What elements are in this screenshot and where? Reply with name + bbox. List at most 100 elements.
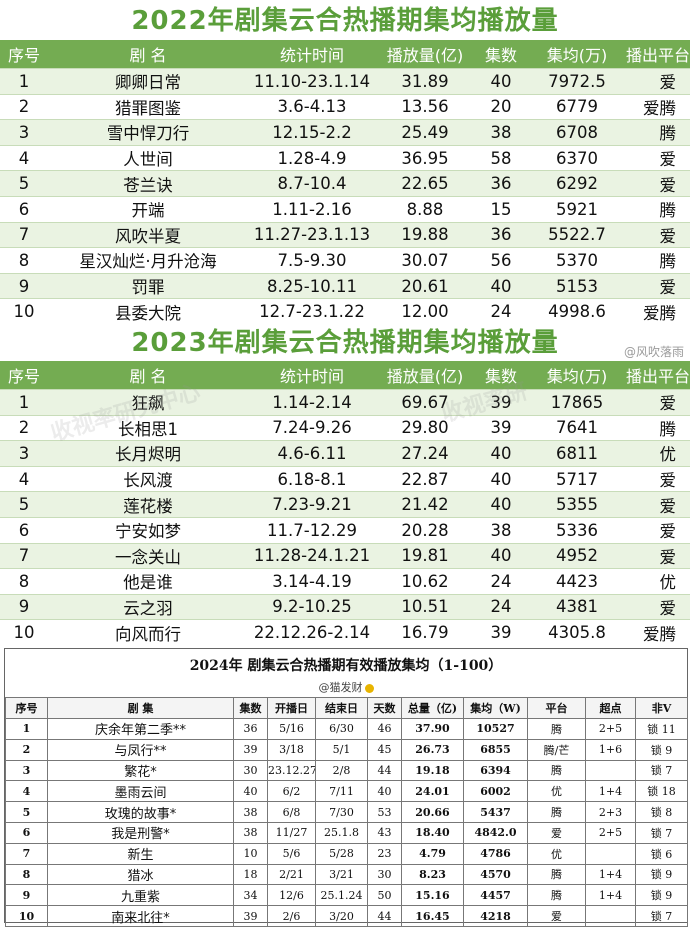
column-header: 集数 — [474, 40, 528, 69]
table-cell: 22.65 — [376, 170, 474, 197]
table-cell: 4218 — [463, 905, 528, 927]
table-cell: 锁 9 — [635, 884, 688, 907]
table-cell: 43 — [367, 821, 402, 844]
table-cell: 19.88 — [376, 221, 474, 248]
column-header: 播放量(亿) — [376, 360, 474, 390]
table-cell: 8.23 — [401, 863, 464, 886]
table-cell: 31.89 — [376, 68, 474, 95]
table-cell: 5370 — [528, 247, 626, 274]
table-row: 9 九重紫 34 12/6 25.1.24 50 15.16 4457 腾 1+4 锁 9 — [5, 884, 688, 907]
table-cell: 开端 — [48, 195, 248, 223]
table-2022: 序号剧 名统计时间 播放量(亿) 集数 集均(万) 播出平台 1 卿卿日常 11.10-23… — [0, 40, 690, 324]
credit-2024-text: @猫发财 — [318, 681, 363, 694]
table-cell: 爱 — [626, 491, 690, 518]
table-cell: 他是谁 — [48, 568, 248, 595]
table-cell: 4305.8 — [528, 619, 626, 645]
table-row: 2 猎罪图鉴 3.6-4.13 13.56 20 6779 爱腾 — [0, 93, 690, 120]
table-row: 10 向风而行 22.12.26-2.14 16.79 39 4305.8 爱腾 — [0, 619, 690, 645]
table-cell: 墨雨云间 — [47, 780, 234, 803]
table-cell: 锁 18 — [635, 780, 688, 803]
table-cell: 优 — [626, 440, 690, 467]
table-cell: 5717 — [528, 465, 626, 492]
column-header: 剧 集 — [47, 697, 234, 719]
table-cell: 6/2 — [267, 780, 316, 803]
table-cell: 6779 — [528, 93, 626, 120]
table-cell: 10 — [0, 298, 48, 324]
table-cell: 锁 9 — [635, 863, 688, 886]
table-cell: 10 — [0, 619, 48, 645]
table-cell: 53 — [367, 801, 402, 823]
table-cell: 爱 — [626, 388, 690, 416]
table-row: 1 庆余年第二季** 36 5/16 6/30 46 37.90 10527 腾 2+5 锁 11 — [5, 718, 688, 740]
table-cell: 30.07 — [376, 247, 474, 274]
table-cell: 3/18 — [267, 738, 316, 761]
table-cell: 36 — [233, 718, 268, 740]
table-row: 7 一念关山 11.28-24.1.21 19.81 40 4952 爱 — [0, 542, 690, 569]
table-2024-panel: 2024年 剧集云合热播期有效播放集均（1-100） @猫发财 序号剧 集集数开… — [4, 648, 688, 927]
column-header: 集均(万) — [528, 360, 626, 390]
table-cell: 39 — [474, 619, 528, 645]
table-cell: 锁 6 — [635, 842, 688, 865]
table-row: 5 玫瑰的故事* 38 6/8 7/30 53 20.66 5437 腾 2+3 锁 8 — [5, 801, 688, 823]
table-cell: 10.62 — [376, 568, 474, 595]
table-cell: 3/21 — [315, 863, 368, 886]
table-cell: 长相思1 — [48, 414, 248, 441]
table-cell: 12.7-23.1.22 — [248, 298, 376, 324]
table-row: 10 南来北往* 39 2/6 3/20 44 16.45 4218 爱 锁 7 — [5, 905, 688, 927]
table-cell: 与凤行** — [47, 738, 234, 761]
table-cell: 长月烬明 — [48, 440, 248, 467]
table-cell: 7641 — [528, 414, 626, 441]
table-cell: 1+4 — [585, 780, 636, 803]
table-cell: 15.16 — [401, 884, 464, 907]
table-cell: 4998.6 — [528, 298, 626, 324]
table-cell: 6.18-8.1 — [248, 465, 376, 492]
table-cell: 2/8 — [315, 759, 368, 782]
table-cell: 7.24-9.26 — [248, 414, 376, 441]
table-row: 3 长月烬明 4.6-6.11 27.24 40 6811 优 — [0, 440, 690, 467]
table-cell: 26.73 — [401, 738, 464, 761]
table-cell: 34 — [233, 884, 268, 907]
table-cell: 新生 — [47, 842, 234, 865]
table-cell: 爱 — [626, 221, 690, 248]
table-cell: 锁 7 — [635, 759, 688, 782]
table-cell: 24 — [474, 298, 528, 324]
table-cell: 猎冰 — [47, 863, 234, 886]
title-2023-text: 2023年剧集云合热播期集均播放量 — [131, 327, 559, 358]
table-cell: 锁 9 — [635, 738, 688, 761]
table-cell: 6370 — [528, 144, 626, 171]
table-cell: 爱 — [626, 542, 690, 569]
table-cell: 36 — [474, 170, 528, 197]
table-cell: 风吹半夏 — [48, 221, 248, 248]
table-cell: 3/20 — [315, 905, 368, 927]
table-cell: 9 — [5, 884, 48, 907]
column-header: 集均（W) — [463, 697, 528, 719]
table-row: 1 狂飙 1.14-2.14 69.67 39 17865 爱 — [0, 388, 690, 416]
table-cell: 6855 — [463, 738, 528, 761]
table-cell: 爱 — [626, 170, 690, 197]
table-cell: 25.1.24 — [315, 884, 368, 907]
table-cell: 39 — [233, 738, 268, 761]
table-cell: 我是刑警* — [47, 821, 234, 844]
table-cell: 6 — [0, 195, 48, 223]
table-row: 7 新生 10 5/6 5/28 23 4.79 4786 优 锁 6 — [5, 842, 688, 865]
table-cell: 37.90 — [401, 718, 464, 740]
table-cell: 卿卿日常 — [48, 68, 248, 95]
table-cell: 雪中悍刀行 — [48, 119, 248, 146]
table-cell: 40 — [367, 780, 402, 803]
table-cell: 1+4 — [585, 884, 636, 907]
table-cell: 8.7-10.4 — [248, 170, 376, 197]
table-cell: 腾 — [626, 195, 690, 223]
table-cell: 1 — [0, 68, 48, 95]
column-header: 非V — [635, 697, 688, 719]
table-cell: 24 — [474, 593, 528, 620]
table-cell: 29.80 — [376, 414, 474, 441]
table-cell: 11.7-12.29 — [248, 516, 376, 543]
table-row: 8 猎冰 18 2/21 3/21 30 8.23 4570 腾 1+4 锁 9 — [5, 863, 688, 886]
column-header: 开播日 — [267, 697, 316, 719]
table-cell: 7972.5 — [528, 68, 626, 95]
table-cell: 2+5 — [585, 718, 636, 740]
table-cell: 爱 — [527, 905, 586, 927]
column-header: 剧 名 — [48, 360, 248, 390]
table-cell: 23.12.27 — [267, 759, 316, 782]
column-header: 平台 — [527, 697, 586, 719]
